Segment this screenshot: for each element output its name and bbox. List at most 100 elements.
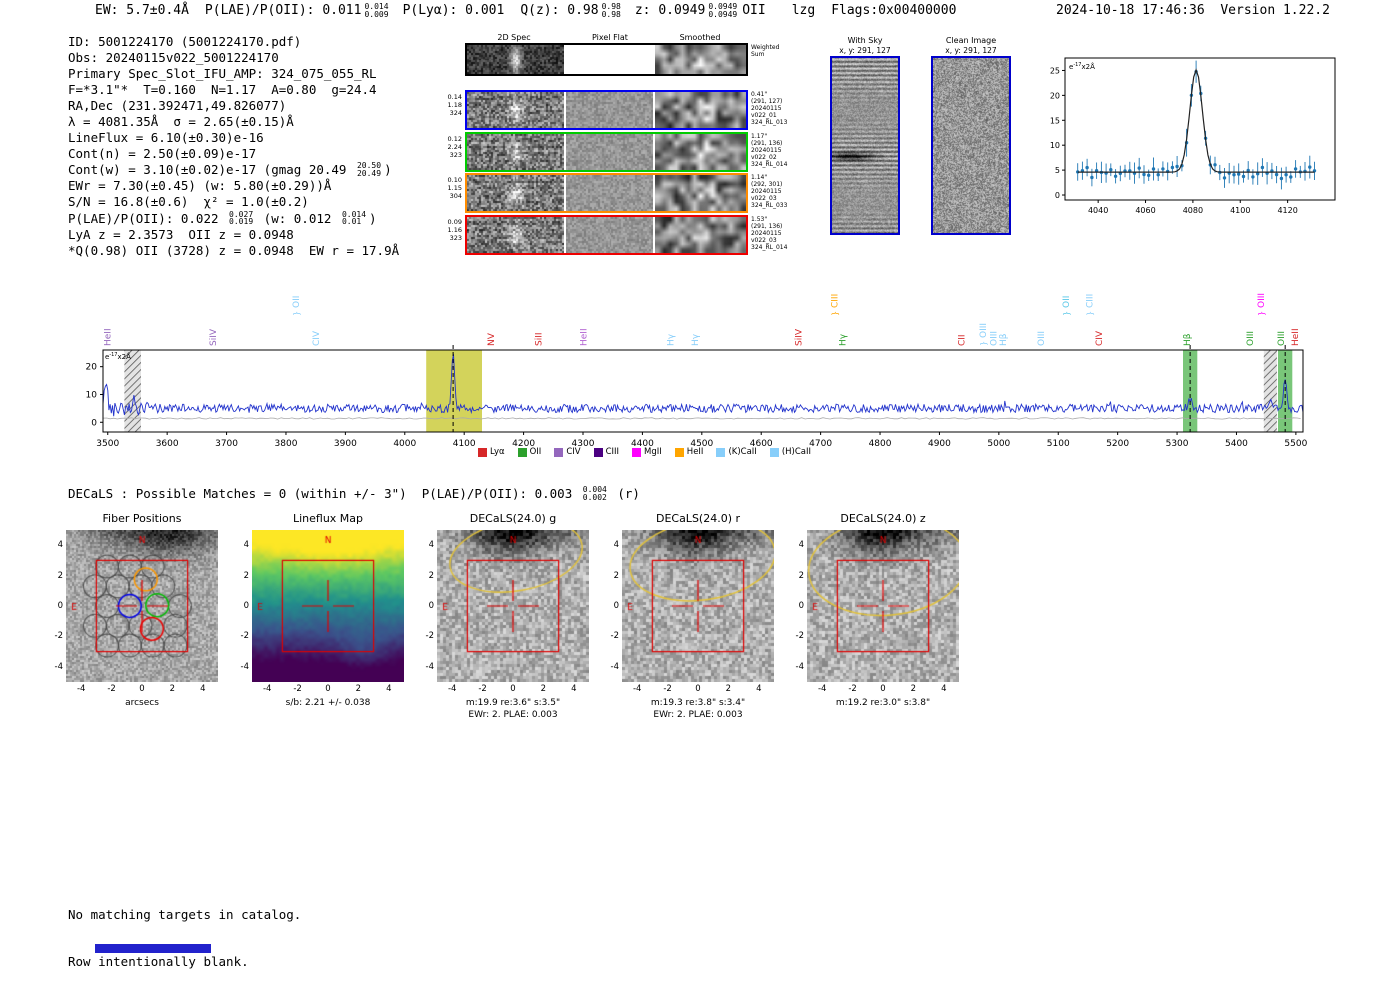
row-right-label: v022_02: [751, 153, 777, 161]
flags-value: Flags:0x00400000: [831, 3, 957, 18]
row-1-right-labels: 0.41" (291, 127) 20240115 v022_01 324_RL_013: [751, 91, 787, 126]
spectrum-legend: Lyα OII CIV CIII MgII HeII (K)CaII (H)CaII: [478, 447, 811, 457]
timestamp-version: 2024-10-18 17:46:36 Version 1.22.2: [1056, 3, 1330, 18]
row-left-label: 2.24: [447, 142, 462, 151]
pixel-flat-image-row2: [566, 133, 653, 170]
row-right-label: 1.53": [751, 215, 768, 223]
row-left-label: 1.15: [447, 184, 462, 192]
summary-line-11-text: (w: 0.012: [256, 210, 339, 226]
summary-line-5-text: λ = 4081.35Å σ = 2.65(±0.15)Å: [68, 114, 294, 130]
catalog-match-line: DECaLS : Possible Matches = 0 (within +/…: [68, 486, 640, 501]
svg-text:SiII: SiII: [534, 332, 544, 346]
row-2-right-labels: 1.17" (291, 136) 20240115 v022_02 324_RL_014: [751, 133, 787, 168]
svg-text:OIII: OIII: [1277, 331, 1287, 346]
linefit-units-annotation: e-17x2Å: [1069, 62, 1095, 71]
panel-image-decals_g: [437, 530, 589, 682]
panel-x-tick: 4: [756, 684, 762, 694]
panel-caption: arcsecs: [125, 698, 159, 708]
col-header-smoothed: Smoothed: [679, 33, 721, 42]
spec2d-image-row3: [467, 175, 564, 211]
svg-text:4080: 4080: [1183, 206, 1203, 215]
svg-text:SiIV: SiIV: [795, 328, 805, 346]
elixer-report-page: EW: 5.7±0.4Å P(LAE)/P(OII): 0.011 0.014 …: [54, 2, 1336, 969]
summary-line-8-frac-value: 20.49: [356, 168, 382, 178]
legend-swatch: [674, 447, 684, 457]
row-left-label: 0.12: [447, 134, 462, 143]
row-3-left-labels: 0.10 1.15 304: [444, 176, 462, 200]
summary-header: EW: 5.7±0.4Å P(LAE)/P(OII): 0.011 0.014 …: [95, 3, 956, 18]
detection-summary: ID: 5001224170 (5001224170.pdf) Obs: 2024…: [68, 33, 399, 258]
panel-y-tick: -4: [610, 661, 619, 672]
panel-y-tick: 0: [57, 601, 63, 611]
panel-x-tick: 0: [510, 684, 516, 694]
legend-swatch: [517, 447, 527, 457]
svg-text:Hγ: Hγ: [839, 333, 849, 346]
row-left-label: 0.09: [447, 217, 462, 226]
matches-line-text: (r): [609, 486, 640, 501]
z-lo: 0.0949: [708, 9, 738, 19]
footer-blue-bar: [95, 944, 211, 953]
svg-text:5500: 5500: [1284, 439, 1307, 449]
svg-text:4500: 4500: [690, 439, 713, 449]
svg-text:4100: 4100: [1230, 206, 1250, 215]
svg-text:}: }: [830, 311, 839, 316]
legend-swatch: [632, 447, 642, 457]
matches-line-frac-value: 0.004: [582, 485, 607, 494]
legend-label: MgII: [644, 447, 662, 457]
panel-y-tick: 2: [243, 570, 249, 581]
legend-item-MgII: MgII: [632, 447, 662, 457]
summary-line-5: λ = 4081.35Å σ = 2.65(±0.15)Å: [68, 113, 399, 129]
summary-line-8-text: ): [384, 162, 392, 178]
panel-x-tick: 4: [386, 684, 392, 694]
summary-line-11: P(LAE)/P(OII): 0.022 0.027 0.019 (w: 0.01…: [68, 210, 399, 226]
smoothed-image-row0: [655, 45, 746, 74]
panel-y-tick: -2: [240, 631, 249, 642]
legend-label: HeII: [686, 447, 704, 457]
summary-line-13: *Q(0.98) OII (3728) z = 0.0948 EW r = 17…: [68, 242, 399, 258]
svg-text:}: }: [1257, 311, 1266, 316]
z-hi: 0.0949: [708, 2, 738, 11]
row-left-label: 324: [449, 109, 462, 117]
panel-x-tick: 2: [725, 684, 732, 694]
with-sky-image: [830, 56, 900, 235]
row-0-right-labels: Weighted Sum: [751, 44, 779, 58]
panel-y-tick: -2: [54, 631, 63, 642]
spectrum-flux-line: [102, 354, 1304, 417]
svg-text:5400: 5400: [1225, 439, 1248, 449]
footer-note: No matching targets in catalog. Row inte…: [68, 876, 301, 1000]
panel-x-tick: 4: [941, 684, 947, 694]
panel-x-tick: 2: [355, 684, 362, 694]
svg-text:HeII: HeII: [1291, 328, 1301, 346]
svg-text:CIII: CIII: [830, 294, 840, 308]
with-sky-coords: x, y: 291, 127: [839, 46, 891, 55]
panel-title: DECaLS(24.0) z: [840, 512, 926, 525]
panel-y-tick: 4: [798, 540, 804, 551]
linefit-gaussian-curve: [1077, 68, 1315, 173]
row-right-label: v022_01: [751, 112, 777, 119]
summary-line-7-text: Cont(n) = 2.50(±0.09)e-17: [68, 146, 257, 162]
panel-y-tick: 0: [613, 601, 619, 611]
plya-value: P(Lyα): 0.001: [402, 3, 505, 18]
plae-poii-uncertainty: 0.014 0.009: [364, 3, 388, 18]
svg-text:3600: 3600: [156, 439, 179, 449]
summary-line-12-text: LyA z = 2.3573 OII z = 0.0948: [68, 226, 294, 242]
panel-x-tick: -4: [262, 684, 272, 694]
svg-text:OII: OII: [292, 296, 302, 308]
row-left-label: 0.14: [447, 93, 462, 101]
svg-text:HeII: HeII: [580, 328, 590, 346]
svg-text:3900: 3900: [334, 439, 357, 449]
row-right-label: 324_RL_033: [751, 202, 788, 209]
smoothed-image-row1: [655, 92, 746, 128]
summary-line-8-frac-value: 20.50: [356, 161, 382, 171]
svg-text:OIII: OIII: [979, 323, 989, 338]
svg-text:}: }: [979, 341, 988, 346]
z-uncertainty: 0.0949 0.0949: [708, 3, 737, 18]
svg-text:CIV: CIV: [312, 330, 322, 346]
legend-label: CIV: [566, 447, 581, 457]
panel-x-tick: 4: [200, 684, 206, 694]
svg-text:4040: 4040: [1088, 206, 1108, 215]
summary-line-6-text: LineFlux = 6.10(±0.30)e-16: [68, 130, 264, 146]
svg-text:NV: NV: [487, 332, 497, 346]
panel-x-tick: 0: [880, 684, 886, 694]
pixel-flat-image-row0: [566, 45, 653, 74]
